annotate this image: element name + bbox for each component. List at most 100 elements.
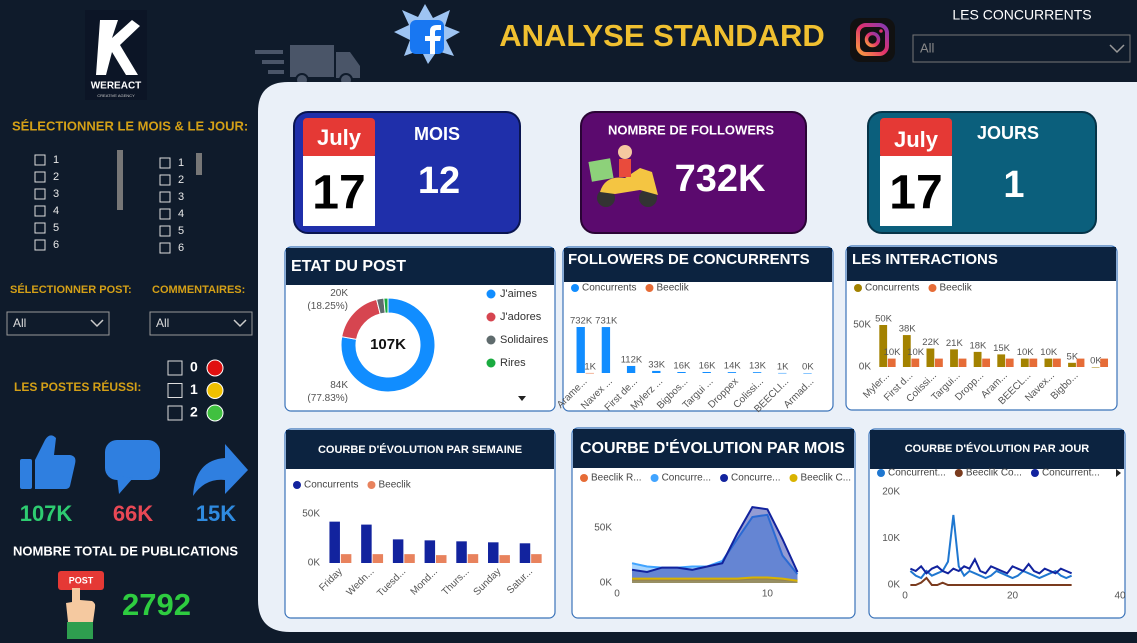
truck-icon: [262, 60, 284, 64]
competitor-dropdown[interactable]: [912, 34, 1131, 63]
month-option: 1: [53, 154, 59, 166]
dropdown-value[interactable]: All: [920, 40, 935, 55]
checkbox[interactable]: [34, 171, 46, 183]
status-light: [206, 404, 224, 422]
checkbox[interactable]: [167, 405, 183, 421]
bar: [626, 365, 636, 373]
bar: [727, 372, 737, 373]
comment-icon: [105, 440, 160, 494]
comment-filter-label: COMMENTAIRES:: [152, 284, 245, 296]
data-label: 0K: [802, 362, 814, 373]
post-sign: POST: [69, 575, 94, 585]
legend-swatch: [720, 474, 729, 482]
checkbox[interactable]: [167, 360, 183, 376]
legend-label: Beeclik: [378, 480, 411, 491]
more-indicator: [1116, 469, 1121, 477]
data-label: 1K: [584, 361, 596, 372]
post-icon: [58, 571, 104, 590]
scooter-icon: [619, 159, 631, 177]
data-label: 38K: [899, 324, 917, 335]
facebook-icon: [394, 4, 460, 64]
checkbox[interactable]: [167, 383, 183, 398]
checkbox[interactable]: [159, 174, 171, 186]
comment-dropdown[interactable]: All: [149, 311, 253, 336]
chart-title: LES INTERACTIONS: [852, 251, 998, 268]
legend-swatch: [877, 469, 885, 477]
kpi-days: [880, 156, 952, 226]
bar: [488, 542, 499, 563]
series-line: [909, 557, 1073, 575]
checkbox[interactable]: [159, 157, 171, 169]
checkbox[interactable]: [34, 205, 46, 217]
scrollbar: [117, 150, 123, 210]
data-label: 0K: [1090, 356, 1102, 367]
legend-swatch: [486, 335, 496, 345]
checkbox[interactable]: [159, 242, 171, 254]
legend-label: Concurrents: [582, 283, 636, 294]
checkbox[interactable]: [34, 239, 46, 251]
bar: [950, 349, 958, 367]
status-light: [206, 382, 224, 399]
post-dropdown[interactable]: All: [6, 311, 110, 336]
legend-label: Beeclik R...: [591, 473, 642, 484]
chart-panel: [573, 429, 854, 468]
competitor-dropdown[interactable]: [1109, 44, 1125, 54]
chart-panel: COURBE D'ÉVOLUTION PAR SEMAINE Concurren…: [284, 428, 556, 619]
x-tick-label: 0: [614, 589, 620, 600]
legend-label: Beeclik: [656, 283, 689, 294]
kpi-month: [303, 156, 375, 226]
bar: [361, 524, 372, 563]
truck-icon: [336, 52, 360, 78]
post-dropdown[interactable]: [6, 311, 110, 336]
dropdown-value[interactable]: All: [156, 316, 169, 330]
post-dropdown[interactable]: [90, 319, 104, 328]
legend-swatch: [789, 474, 798, 482]
comment-dropdown[interactable]: [233, 319, 247, 328]
publications-label: NOMBRE TOTAL DE PUBLICATIONS: [13, 543, 238, 558]
legend-swatch: [645, 284, 654, 292]
bar: [677, 371, 686, 373]
chart-panel: LES INTERACTIONS Concurrents Beeclik 0K 50K…: [845, 245, 1118, 411]
dropdown-value[interactable]: All: [13, 316, 26, 330]
legend-label: Solidaires: [500, 334, 549, 346]
legend-swatch: [486, 312, 496, 322]
data-label: 33K: [648, 359, 666, 370]
comment-icon: [105, 440, 160, 480]
filter-label: LES CONCURRENTS: [952, 7, 1091, 23]
chart-panel: [564, 248, 832, 282]
bar: [997, 354, 1006, 367]
success-option: 0: [190, 359, 198, 375]
post-filter-label: SÉLECTIONNER POST:: [10, 283, 132, 296]
legend-label: Concurrents: [865, 283, 919, 294]
scooter-icon: [597, 189, 615, 207]
bar: [1053, 358, 1061, 367]
data-label: 15K: [993, 343, 1011, 354]
data-label: 13K: [749, 361, 767, 372]
bar: [576, 327, 585, 373]
bar: [652, 370, 661, 373]
comment-dropdown[interactable]: [149, 311, 253, 336]
bar: [1044, 358, 1053, 367]
date-lists: 1 2 3 4 5 6 1 2 3 4 5 6: [34, 154, 184, 254]
checkbox[interactable]: [159, 225, 171, 237]
competitor-dropdown[interactable]: All: [912, 34, 1131, 63]
chart-title: COURBE D'ÉVOLUTION PAR JOUR: [905, 442, 1090, 455]
bar: [467, 554, 479, 563]
data-label: 112K: [621, 354, 643, 365]
data-label: 16K: [699, 361, 717, 372]
kpi-month: July 17 MOIS 12: [293, 111, 521, 234]
checkbox[interactable]: [34, 222, 46, 234]
checkbox[interactable]: [34, 154, 46, 166]
series-line: [632, 576, 798, 582]
bar: [803, 373, 812, 374]
day-option: 3: [178, 191, 184, 203]
bar: [887, 358, 896, 367]
kpi-label: JOURS: [977, 123, 1039, 143]
legend-swatch: [486, 289, 496, 299]
status-light: [206, 359, 224, 377]
data-label: 18K: [969, 340, 987, 351]
checkbox[interactable]: [159, 208, 171, 220]
checkbox[interactable]: [34, 188, 46, 200]
post-icon: POST: [58, 571, 104, 639]
checkbox[interactable]: [159, 191, 171, 203]
